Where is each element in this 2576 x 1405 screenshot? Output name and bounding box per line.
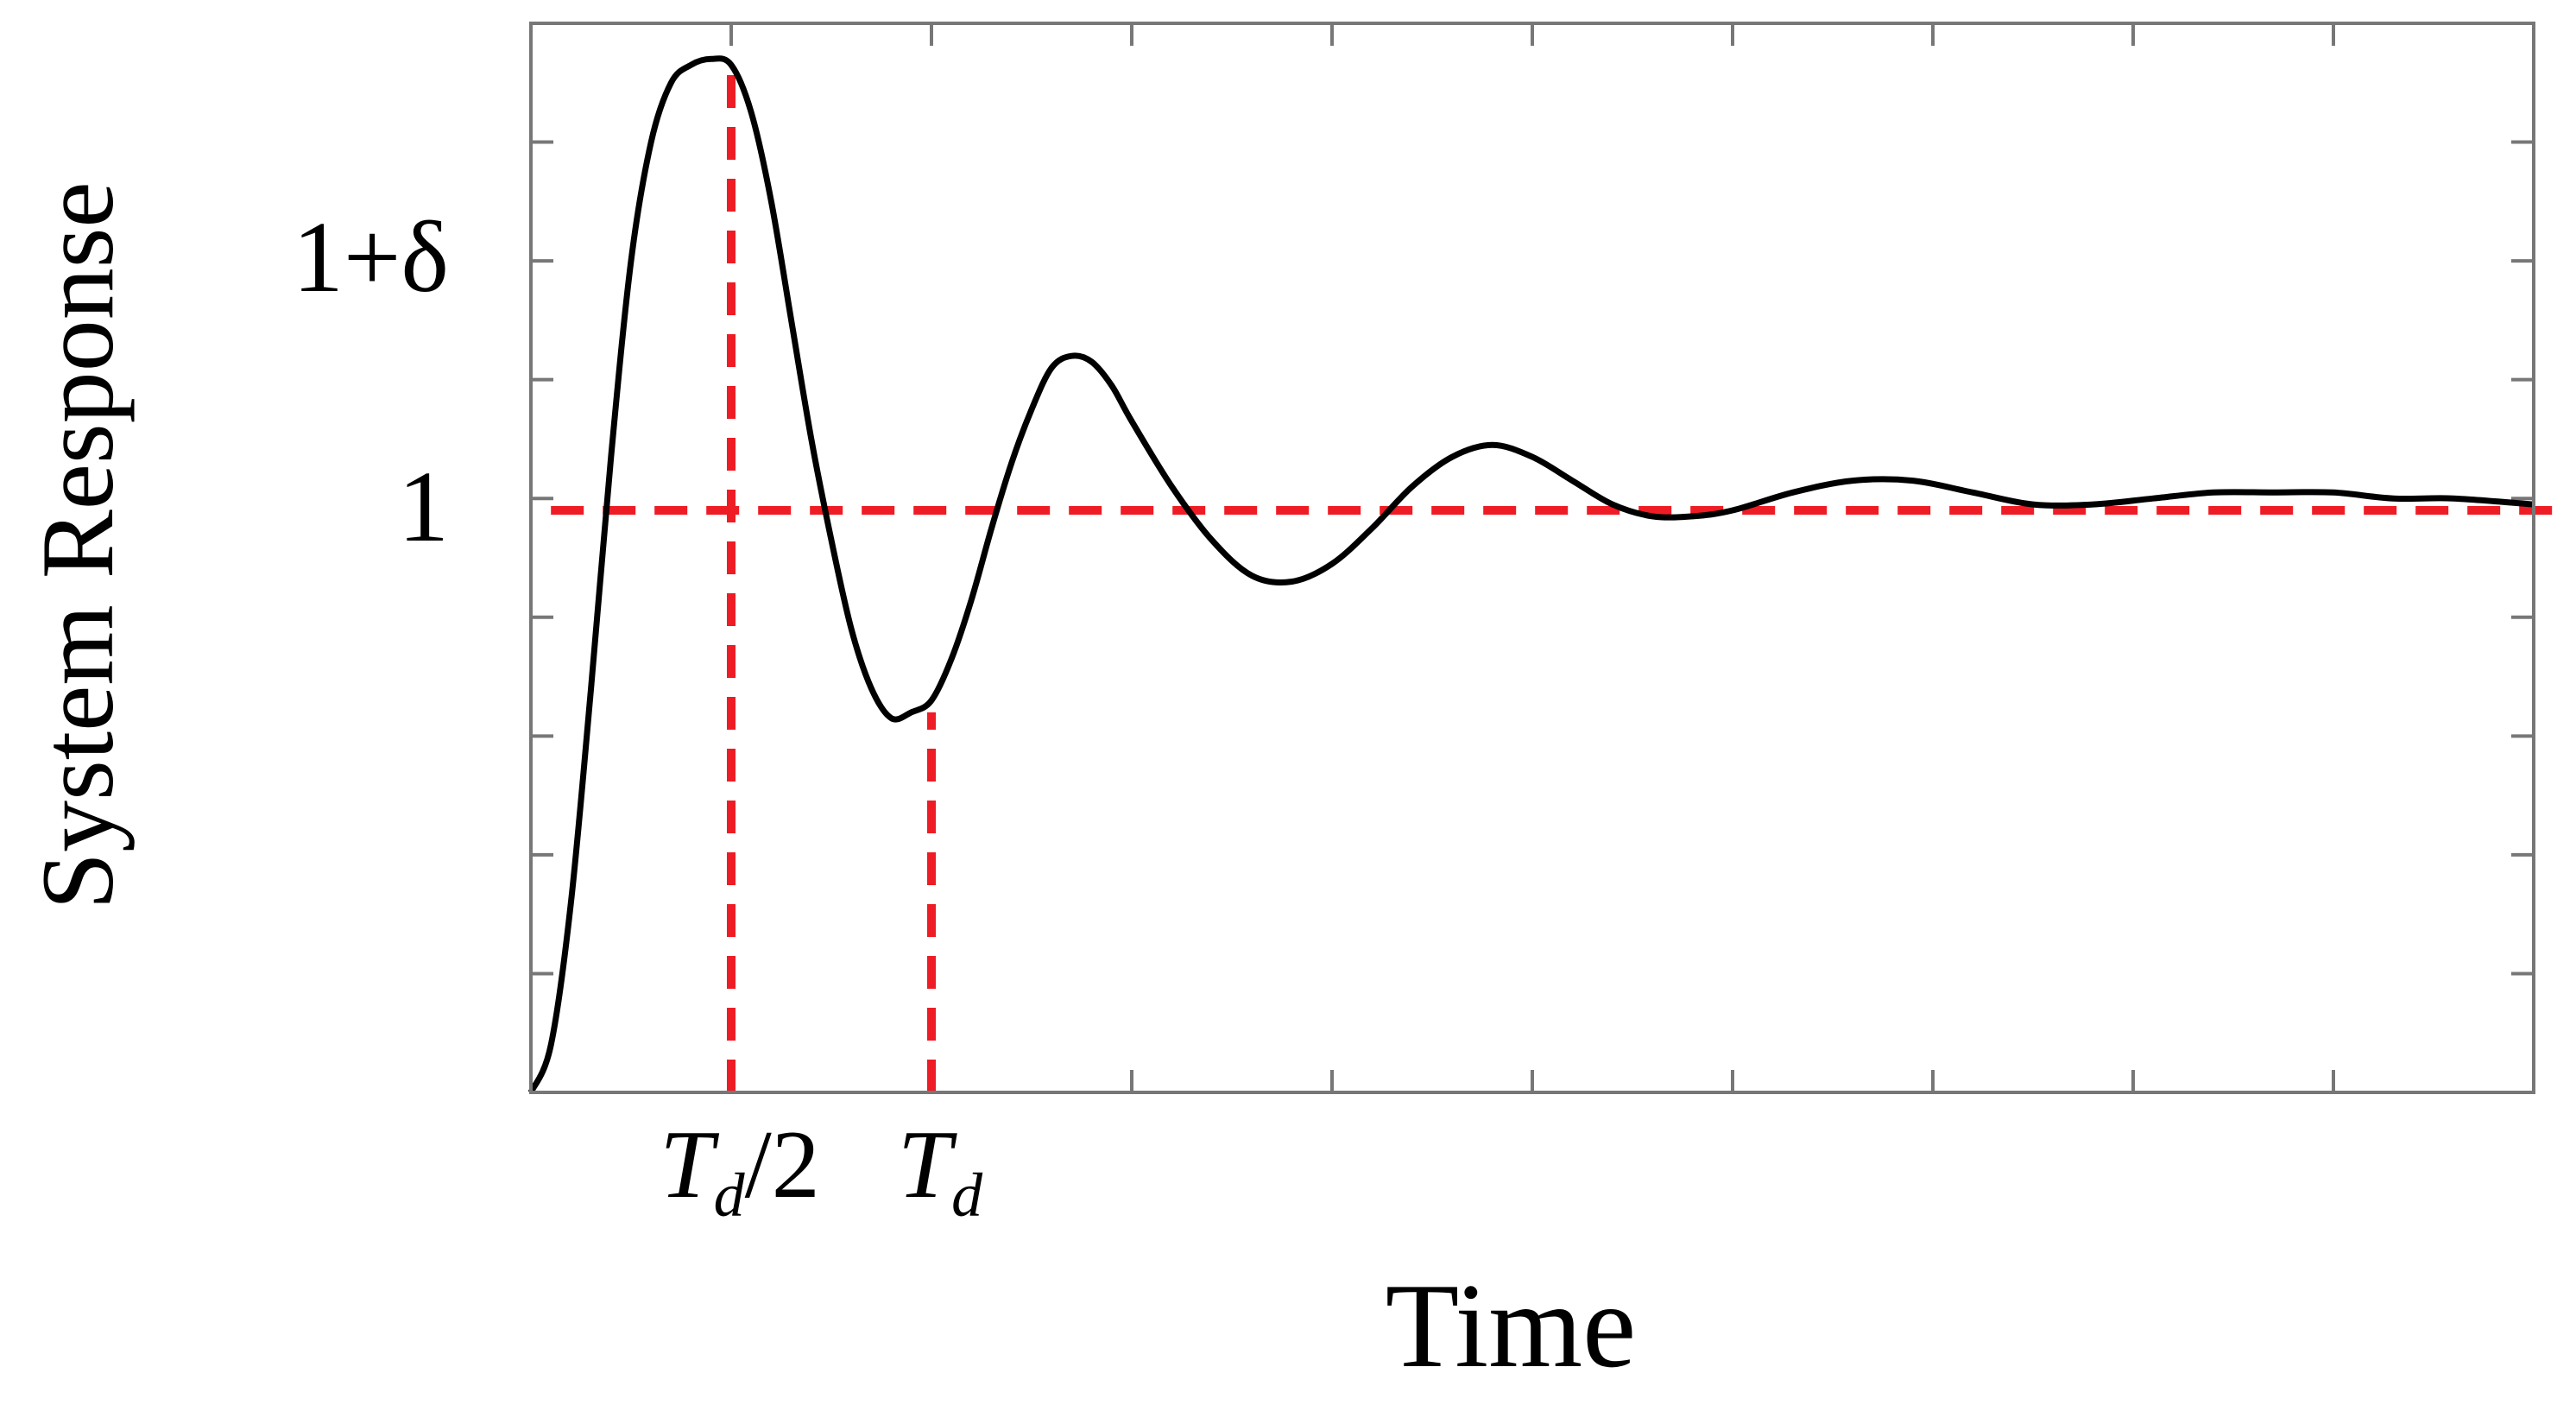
series-group: [527, 55, 2535, 1094]
y-tick-label-1: 1: [398, 449, 449, 563]
y-axis-label: System Response: [20, 181, 135, 910]
series-line-0: [527, 55, 2535, 1094]
x-tick-label-1: Td: [897, 1111, 983, 1230]
y-tick-label-0: 1+δ: [292, 200, 449, 314]
x-axis-label: Time: [1385, 1259, 1637, 1393]
y-axis-label-wrap: System Response: [0, 0, 155, 1092]
reference-lines: [551, 59, 2554, 1092]
plot-frame: [529, 22, 2535, 1094]
x-tick-label-0: Td/2: [660, 1111, 820, 1230]
axis-ticks: [531, 23, 2534, 1092]
